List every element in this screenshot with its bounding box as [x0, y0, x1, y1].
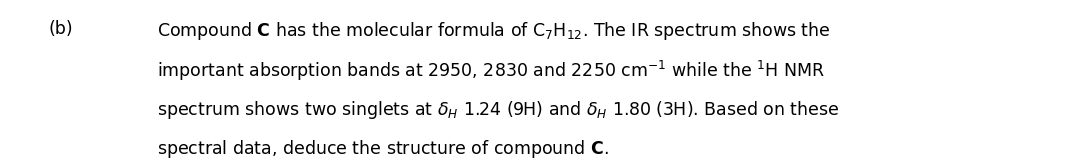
- Text: spectrum shows two singlets at $\delta_H$ 1.24 (9H) and $\delta_H$ 1.80 (3H). Ba: spectrum shows two singlets at $\delta_H…: [157, 99, 839, 121]
- Text: important absorption bands at 2950, 2830 and 2250 cm$^{-1}$ while the $^1$H NMR: important absorption bands at 2950, 2830…: [157, 59, 824, 83]
- Text: (b): (b): [49, 20, 73, 38]
- Text: spectral data, deduce the structure of compound $\mathbf{C}$.: spectral data, deduce the structure of c…: [157, 138, 608, 160]
- Text: Compound $\mathbf{C}$ has the molecular formula of C$_7$H$_{12}$. The IR spectru: Compound $\mathbf{C}$ has the molecular …: [157, 20, 831, 42]
